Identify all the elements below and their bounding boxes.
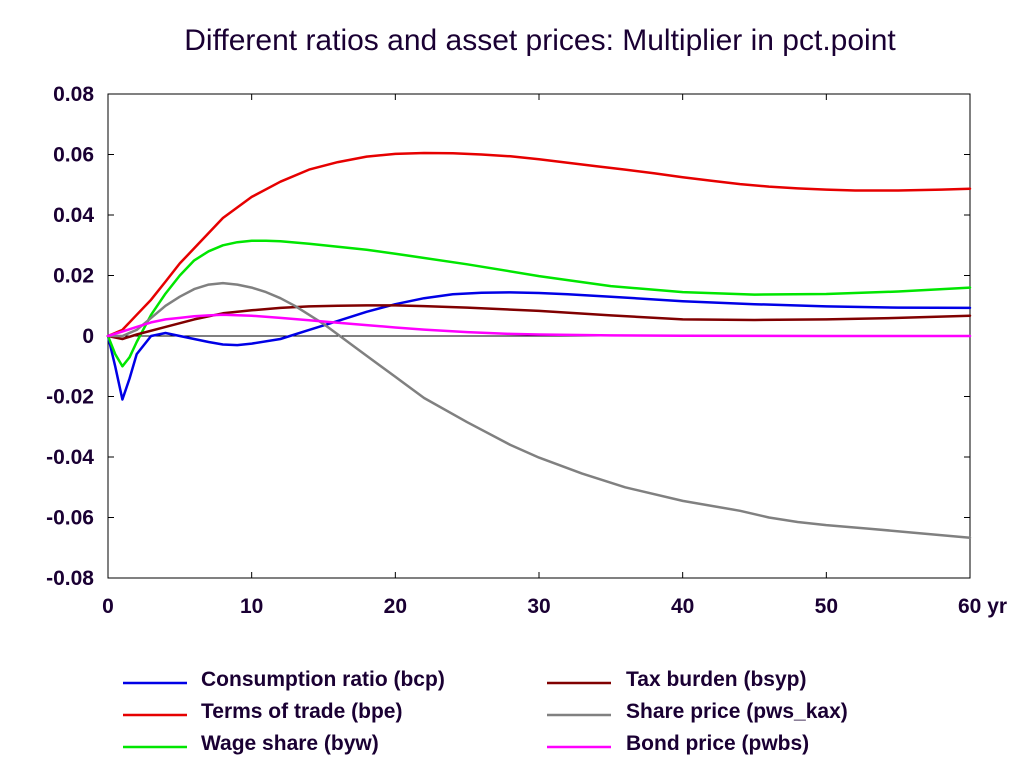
legend-label-5: Bond price (pwbs) [626,732,809,755]
x-tick-label: 60 yr [958,595,1007,618]
series-line-3 [106,304,972,341]
x-tick-label: 20 [384,595,407,618]
y-axis: 0.08 0.06 0.04 0.02 0 -0.02 -0.04 -0.06 -0.08 [46,83,970,590]
legend-label-4: Share price (pws_kax) [626,700,848,723]
y-tick-label: -0.02 [46,386,94,409]
x-tick-label: 10 [240,595,263,618]
y-tick-label: 0.02 [53,265,94,288]
series-lines [106,151,972,540]
legend: Consumption ratio (bcp) Terms of trade (b… [123,668,848,755]
series-line-4 [106,281,972,540]
x-tick-label: 0 [102,595,114,618]
y-tick-label: 0.06 [53,144,94,167]
x-tick-label: 30 [527,595,550,618]
x-tick-label: 50 [815,595,838,618]
y-tick-label: -0.08 [46,567,94,590]
chart-title: Different ratios and asset prices: Multi… [184,24,896,57]
series-line-5 [106,313,972,338]
x-axis: 0 10 20 30 40 50 60 yr [102,94,1007,618]
legend-label-0: Consumption ratio (bcp) [201,668,445,691]
legend-label-3: Tax burden (bsyp) [626,668,806,691]
y-tick-label: 0.04 [53,204,94,227]
y-tick-label: 0.08 [53,83,94,106]
series-line-0 [106,291,972,401]
y-tick-label: -0.04 [46,446,94,469]
y-tick-label: -0.06 [46,507,94,530]
series-line-1 [106,151,972,338]
legend-label-2: Wage share (byw) [201,732,379,755]
series-line-2 [106,239,972,368]
legend-label-1: Terms of trade (bpe) [201,700,402,723]
y-tick-label: 0 [82,325,94,348]
x-tick-label: 40 [671,595,694,618]
